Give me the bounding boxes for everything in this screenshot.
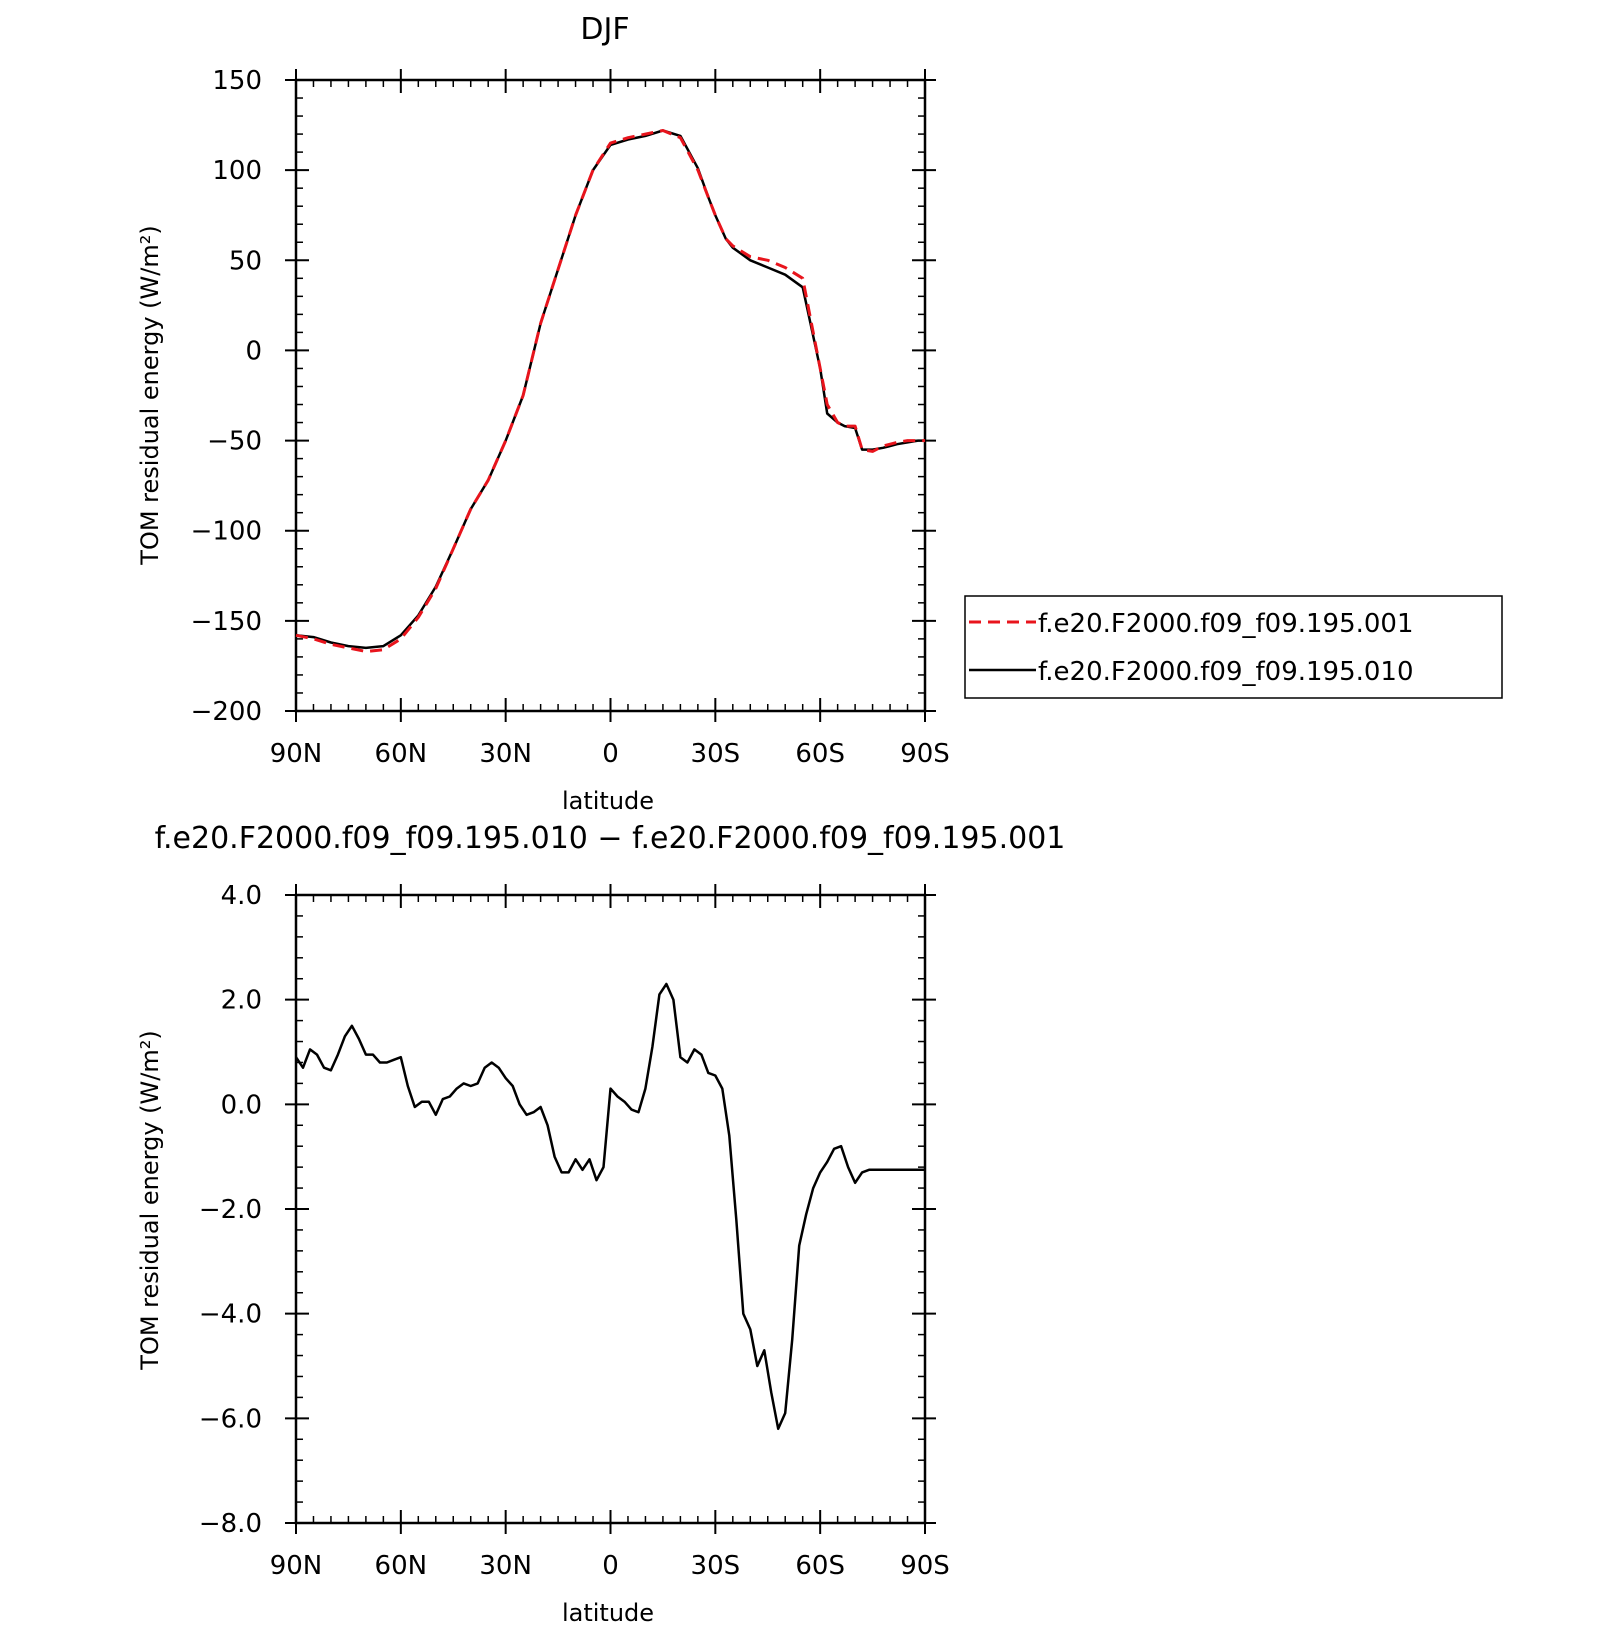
x-tick-label: 90S	[900, 1551, 950, 1581]
y-tick-label: −150	[191, 607, 262, 637]
y-tick-label: −50	[207, 427, 262, 457]
legend-label-series-2: f.e20.F2000.f09_f09.195.010	[1038, 657, 1414, 687]
y-tick-label: −6.0	[199, 1404, 262, 1434]
x-tick-label: 90N	[270, 1551, 323, 1581]
chart-title: DJF	[580, 12, 629, 47]
x-tick-label: 60S	[795, 739, 845, 769]
x-tick-label: 60S	[795, 1551, 845, 1581]
x-tick-label: 30N	[479, 739, 532, 769]
plot-frame	[294, 78, 927, 713]
y-tick-label: −4.0	[199, 1300, 262, 1330]
y-tick-label: 100	[212, 156, 262, 186]
y-tick-label: 2.0	[221, 986, 262, 1016]
x-axis-label: latitude	[562, 787, 654, 815]
x-tick-label: 0	[602, 1551, 619, 1581]
plot-frame	[294, 893, 927, 1525]
y-axis-label: TOM residual energy (W/m²)	[136, 225, 164, 565]
legend-box	[964, 595, 1503, 699]
y-tick-label: −100	[191, 517, 262, 547]
x-tick-label: 30N	[479, 1551, 532, 1581]
y-tick-label: −2.0	[199, 1195, 262, 1225]
y-axis-label: TOM residual energy (W/m²)	[136, 1030, 164, 1370]
plot-axes: 90N 60N 30N 0 30S 60S 90S 4.0 2.0 0.0 −2.0 −4.0 −6.0…	[199, 881, 950, 1581]
legend: f.e20.F2000.f09_f09.195.001 f.e20.F2000.…	[964, 595, 1503, 699]
x-axis-label: latitude	[562, 1599, 654, 1627]
y-tick-label: 50	[229, 246, 262, 276]
panel-bottom: f.e20.F2000.f09_f09.195.010 − f.e20.F200…	[136, 821, 1065, 1627]
x-tick-label: 90N	[270, 739, 323, 769]
x-tick-label: 60N	[375, 1551, 428, 1581]
x-tick-label: 30S	[691, 1551, 741, 1581]
y-tick-label: 4.0	[221, 881, 262, 911]
y-tick-label: 0	[245, 336, 262, 366]
series-line-1	[294, 982, 925, 1431]
series-line-1	[295, 129, 925, 653]
series-layer	[294, 982, 925, 1431]
chart-title: f.e20.F2000.f09_f09.195.010 − f.e20.F200…	[155, 821, 1066, 856]
panel-top: DJF TOM residual energy (W/m²) latitude …	[136, 12, 1503, 815]
x-tick-label: 0	[602, 739, 619, 769]
y-tick-label: −200	[191, 697, 262, 727]
x-tick-label: 30S	[691, 739, 741, 769]
plot-axes: 90N 60N 30N 0 30S 60S 90S 150 100 50 0 −50 −100 −150 −…	[191, 66, 950, 769]
series-layer	[295, 129, 925, 653]
legend-label-series-1: f.e20.F2000.f09_f09.195.001	[1038, 609, 1414, 639]
x-tick-label: 90S	[900, 739, 950, 769]
series-line-2	[295, 129, 925, 650]
y-tick-label: 150	[212, 66, 262, 96]
y-tick-label: −8.0	[199, 1509, 262, 1539]
x-tick-label: 60N	[375, 739, 428, 769]
y-tick-label: 0.0	[221, 1090, 262, 1120]
